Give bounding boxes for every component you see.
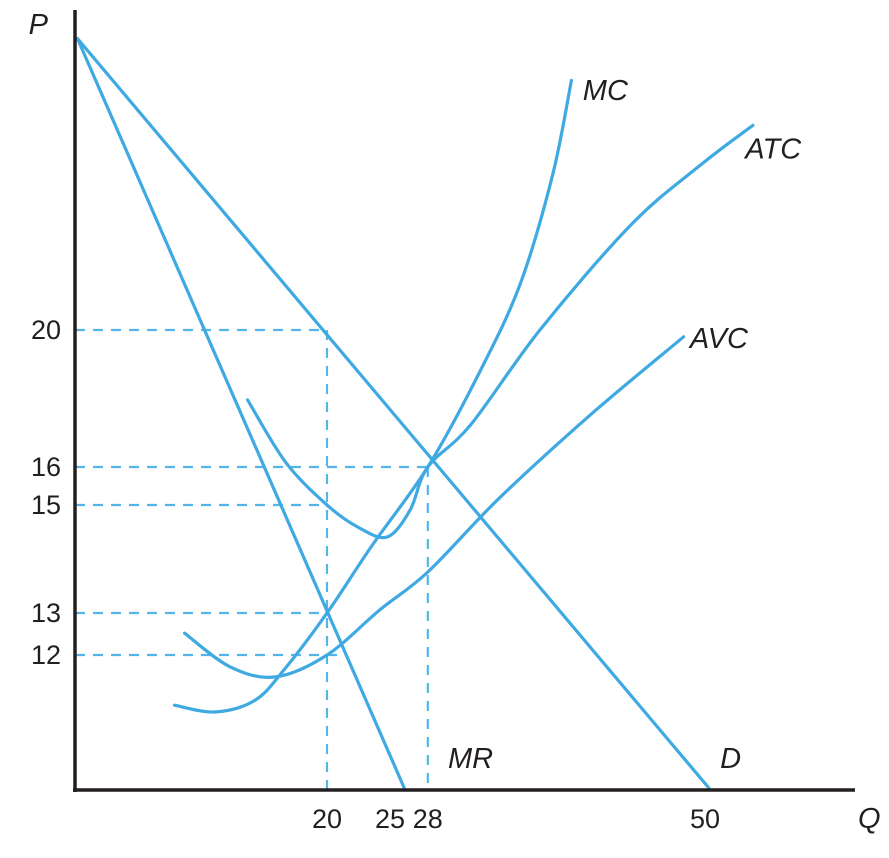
y-tick-label-20: 20 [31, 315, 61, 345]
curve-label-MC: MC [583, 75, 629, 107]
curve-D [75, 37, 711, 790]
x-tick-label-28: 28 [413, 804, 443, 834]
curve-label-AVC: AVC [688, 323, 749, 355]
y-tick-label-12: 12 [31, 640, 61, 670]
curve-label-MR: MR [448, 743, 493, 775]
y-tick-label-13: 13 [31, 598, 61, 628]
y-axis-label: P [29, 9, 49, 41]
y-tick-label-15: 15 [31, 490, 61, 520]
curve-MC [172, 78, 573, 714]
curve-AVC [183, 335, 686, 679]
curve-label-ATC: ATC [743, 133, 802, 165]
x-axis-label: Q [858, 803, 881, 835]
curve-ATC [246, 123, 755, 540]
x-tick-label-25: 25 [375, 804, 405, 834]
x-tick-label-20: 20 [312, 804, 342, 834]
curve-label-D: D [720, 743, 741, 775]
x-tick-label-50: 50 [690, 804, 720, 834]
curve-MR [75, 37, 407, 792]
y-tick-label-16: 16 [31, 452, 61, 482]
